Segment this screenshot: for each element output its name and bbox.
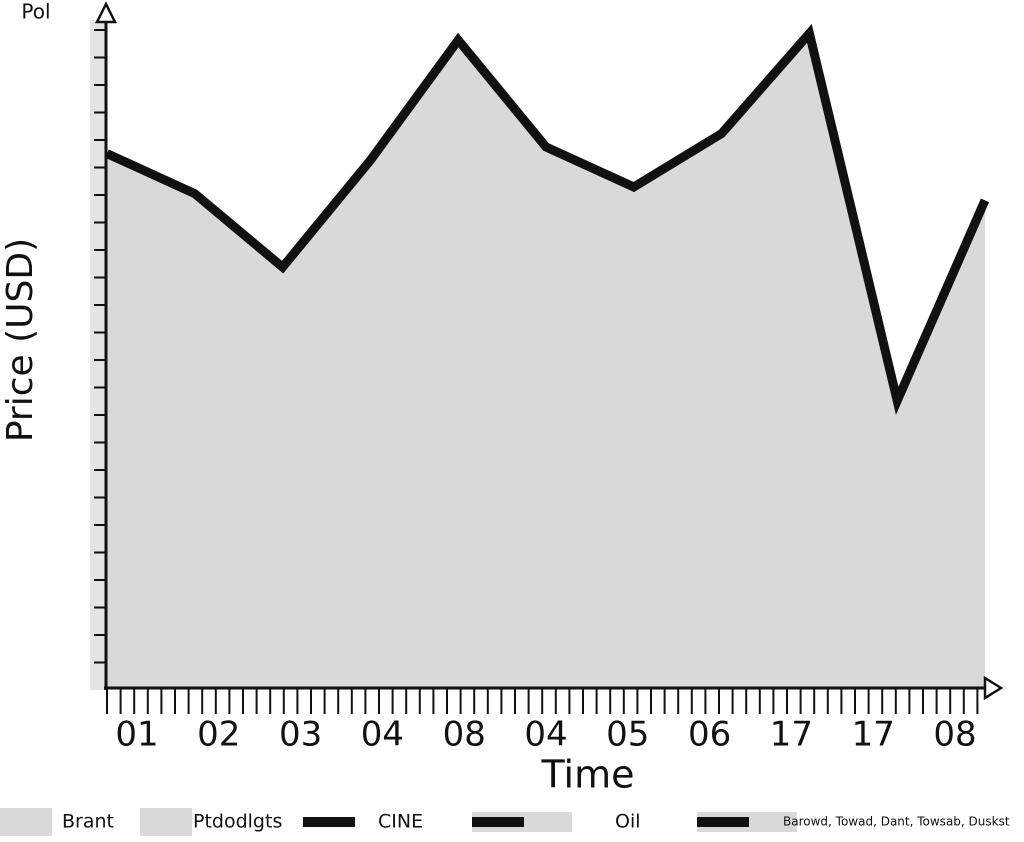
x-tick-label: 04 (361, 715, 404, 755)
x-tick-label: 06 (688, 715, 731, 755)
legend-label: Oil (615, 811, 641, 833)
legend-swatch (697, 817, 749, 827)
legend-swatch (140, 808, 192, 836)
x-tick-label: 02 (197, 715, 240, 755)
legend-swatch (0, 808, 52, 836)
axis-strip (90, 20, 107, 690)
legend-swatch (472, 817, 524, 827)
x-tick-label: 03 (279, 715, 322, 755)
chart-title: Pol (21, 0, 50, 24)
area-fill (107, 33, 985, 689)
legend-swatch (303, 817, 355, 827)
x-tick-label: 01 (115, 715, 158, 755)
x-tick-label: 08 (443, 715, 486, 755)
y-axis-label: Price (USD) (0, 238, 41, 442)
line (105, 23, 990, 415)
x-tick-label: 17 (770, 715, 813, 755)
y-arrow (94, 1, 118, 24)
legend-label: Barowd, Towad, Dant, Towsab, Duskst (783, 815, 1010, 829)
x-arrow (983, 675, 1004, 701)
legend-label: CINE (378, 811, 423, 833)
legend-label: Ptdodlgts (193, 811, 282, 833)
legend-label: Brant (62, 811, 114, 833)
x-tick-label: 04 (524, 715, 567, 755)
x-tick-label: 05 (606, 715, 649, 755)
x-tick-label: 08 (933, 715, 976, 755)
x-axis-label: Time (541, 753, 635, 797)
x-tick-label: 17 (852, 715, 895, 755)
